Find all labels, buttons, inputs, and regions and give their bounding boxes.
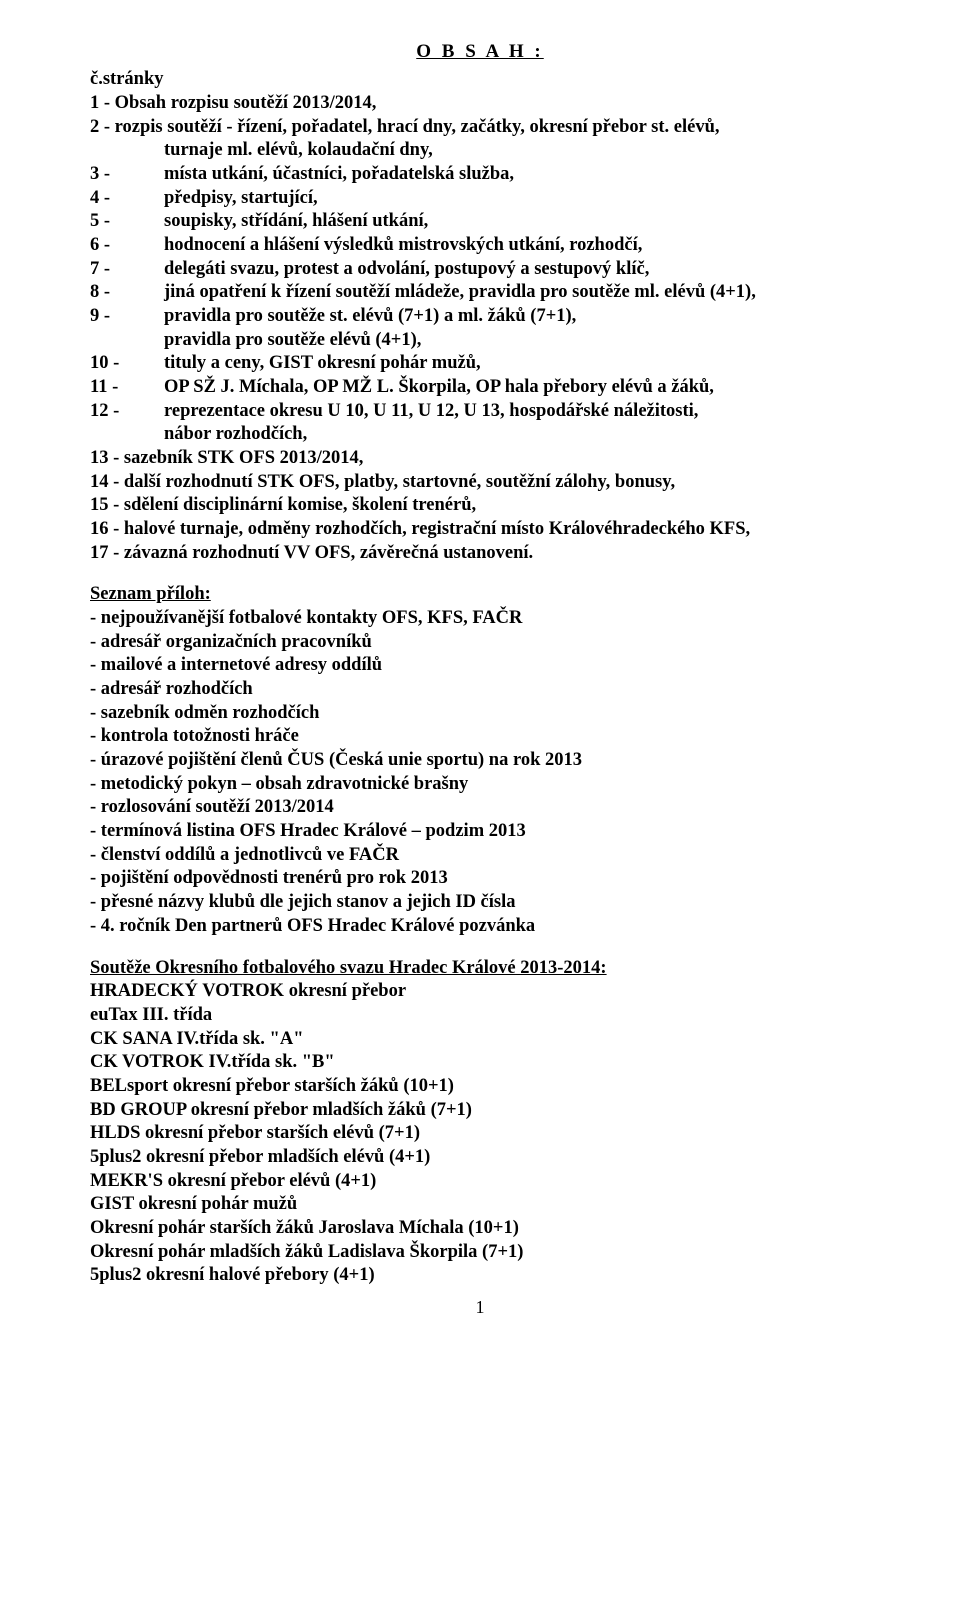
list-item: 5plus2 okresní halové přebory (4+1) — [90, 1264, 870, 1288]
toc-text: tituly a ceny, GIST okresní pohár mužů, — [164, 352, 870, 376]
list-item: - kontrola totožnosti hráče — [90, 725, 870, 749]
toc-num: 9 - — [90, 305, 164, 329]
list-item: - adresář organizačních pracovníků — [90, 631, 870, 655]
toc-item-cont: nábor rozhodčích, — [164, 423, 870, 447]
toc-item-cont: pravidla pro soutěže elévů (4+1), — [164, 329, 870, 353]
toc-item: 8 - jiná opatření k řízení soutěží mláde… — [90, 281, 870, 305]
list-item: - rozlosování soutěží 2013/2014 — [90, 796, 870, 820]
toc-num: 3 - — [90, 163, 164, 187]
list-item: CK VOTROK IV.třída sk. "B" — [90, 1051, 870, 1075]
toc-item: 2 - rozpis soutěží - řízení, pořadatel, … — [90, 116, 870, 140]
list-item: BD GROUP okresní přebor mladších žáků (7… — [90, 1099, 870, 1123]
toc-text: místa utkání, účastníci, pořadatelská sl… — [164, 163, 870, 187]
toc-item: 16 - halové turnaje, odměny rozhodčích, … — [90, 518, 870, 542]
toc-text: soupisky, střídání, hlášení utkání, — [164, 210, 870, 234]
toc-item-cont: turnaje ml. elévů, kolaudační dny, — [164, 139, 870, 163]
toc-text: OP SŽ J. Míchala, OP MŽ L. Škorpila, OP … — [164, 376, 870, 400]
page-title: O B S A H : — [90, 40, 870, 64]
toc-text: delegáti svazu, protest a odvolání, post… — [164, 258, 870, 282]
toc-num: 7 - — [90, 258, 164, 282]
toc-item: 10 - tituly a ceny, GIST okresní pohár m… — [90, 352, 870, 376]
toc-num: 10 - — [90, 352, 164, 376]
list-item: MEKR'S okresní přebor elévů (4+1) — [90, 1170, 870, 1194]
toc-item: 14 - další rozhodnutí STK OFS, platby, s… — [90, 471, 870, 495]
list-item: BELsport okresní přebor starších žáků (1… — [90, 1075, 870, 1099]
toc-item: 6 - hodnocení a hlášení výsledků mistrov… — [90, 234, 870, 258]
toc-item: 13 - sazebník STK OFS 2013/2014, — [90, 447, 870, 471]
list-item: euTax III. třída — [90, 1004, 870, 1028]
list-item: - nejpoužívanější fotbalové kontakty OFS… — [90, 607, 870, 631]
toc-text: reprezentace okresu U 10, U 11, U 12, U … — [164, 400, 870, 424]
toc-item: 17 - závazná rozhodnutí VV OFS, závěrečn… — [90, 542, 870, 566]
toc-item: 15 - sdělení disciplinární komise, škole… — [90, 494, 870, 518]
souteze-heading: Soutěže Okresního fotbalového svazu Hrad… — [90, 957, 870, 981]
toc-item: 11 - OP SŽ J. Míchala, OP MŽ L. Škorpila… — [90, 376, 870, 400]
toc-num: 6 - — [90, 234, 164, 258]
list-item: HLDS okresní přebor starších elévů (7+1) — [90, 1122, 870, 1146]
toc-item: 7 - delegáti svazu, protest a odvolání, … — [90, 258, 870, 282]
toc-item: 1 - Obsah rozpisu soutěží 2013/2014, — [90, 92, 870, 116]
list-item: - přesné názvy klubů dle jejich stanov a… — [90, 891, 870, 915]
toc-num: 4 - — [90, 187, 164, 211]
toc-num: 8 - — [90, 281, 164, 305]
list-item: - adresář rozhodčích — [90, 678, 870, 702]
toc-num: 12 - — [90, 400, 164, 424]
list-item: GIST okresní pohár mužů — [90, 1193, 870, 1217]
seznam-heading: Seznam příloh: — [90, 583, 870, 607]
list-item: Okresní pohár mladších žáků Ladislava Šk… — [90, 1241, 870, 1265]
list-item: - členství oddílů a jednotlivců ve FAČR — [90, 844, 870, 868]
list-item: - úrazové pojištění členů ČUS (Česká uni… — [90, 749, 870, 773]
list-item: - 4. ročník Den partnerů OFS Hradec Král… — [90, 915, 870, 939]
list-item: - sazebník odměn rozhodčích — [90, 702, 870, 726]
list-item: Okresní pohár starších žáků Jaroslava Mí… — [90, 1217, 870, 1241]
list-item: HRADECKÝ VOTROK okresní přebor — [90, 980, 870, 1004]
toc-item: 9 - pravidla pro soutěže st. elévů (7+1)… — [90, 305, 870, 329]
document-page: O B S A H : č.stránky 1 - Obsah rozpisu … — [0, 0, 960, 1621]
toc-item: 12 - reprezentace okresu U 10, U 11, U 1… — [90, 400, 870, 424]
list-item: CK SANA IV.třída sk. "A" — [90, 1028, 870, 1052]
left-label: č.stránky — [90, 68, 870, 92]
toc-item: 5 - soupisky, střídání, hlášení utkání, — [90, 210, 870, 234]
toc-num: 5 - — [90, 210, 164, 234]
toc-text: předpisy, startující, — [164, 187, 870, 211]
toc-text: hodnocení a hlášení výsledků mistrovskýc… — [164, 234, 870, 258]
toc-num: 11 - — [90, 376, 164, 400]
list-item: - pojištění odpovědnosti trenérů pro rok… — [90, 867, 870, 891]
list-item: - metodický pokyn – obsah zdravotnické b… — [90, 773, 870, 797]
page-number: 1 — [90, 1296, 870, 1319]
list-item: - termínová listina OFS Hradec Králové –… — [90, 820, 870, 844]
toc-text: pravidla pro soutěže st. elévů (7+1) a m… — [164, 305, 870, 329]
list-item: 5plus2 okresní přebor mladších elévů (4+… — [90, 1146, 870, 1170]
toc-item: 4 - předpisy, startující, — [90, 187, 870, 211]
list-item: - mailové a internetové adresy oddílů — [90, 654, 870, 678]
toc-text: jiná opatření k řízení soutěží mládeže, … — [164, 281, 870, 305]
toc-item: 3 - místa utkání, účastníci, pořadatelsk… — [90, 163, 870, 187]
